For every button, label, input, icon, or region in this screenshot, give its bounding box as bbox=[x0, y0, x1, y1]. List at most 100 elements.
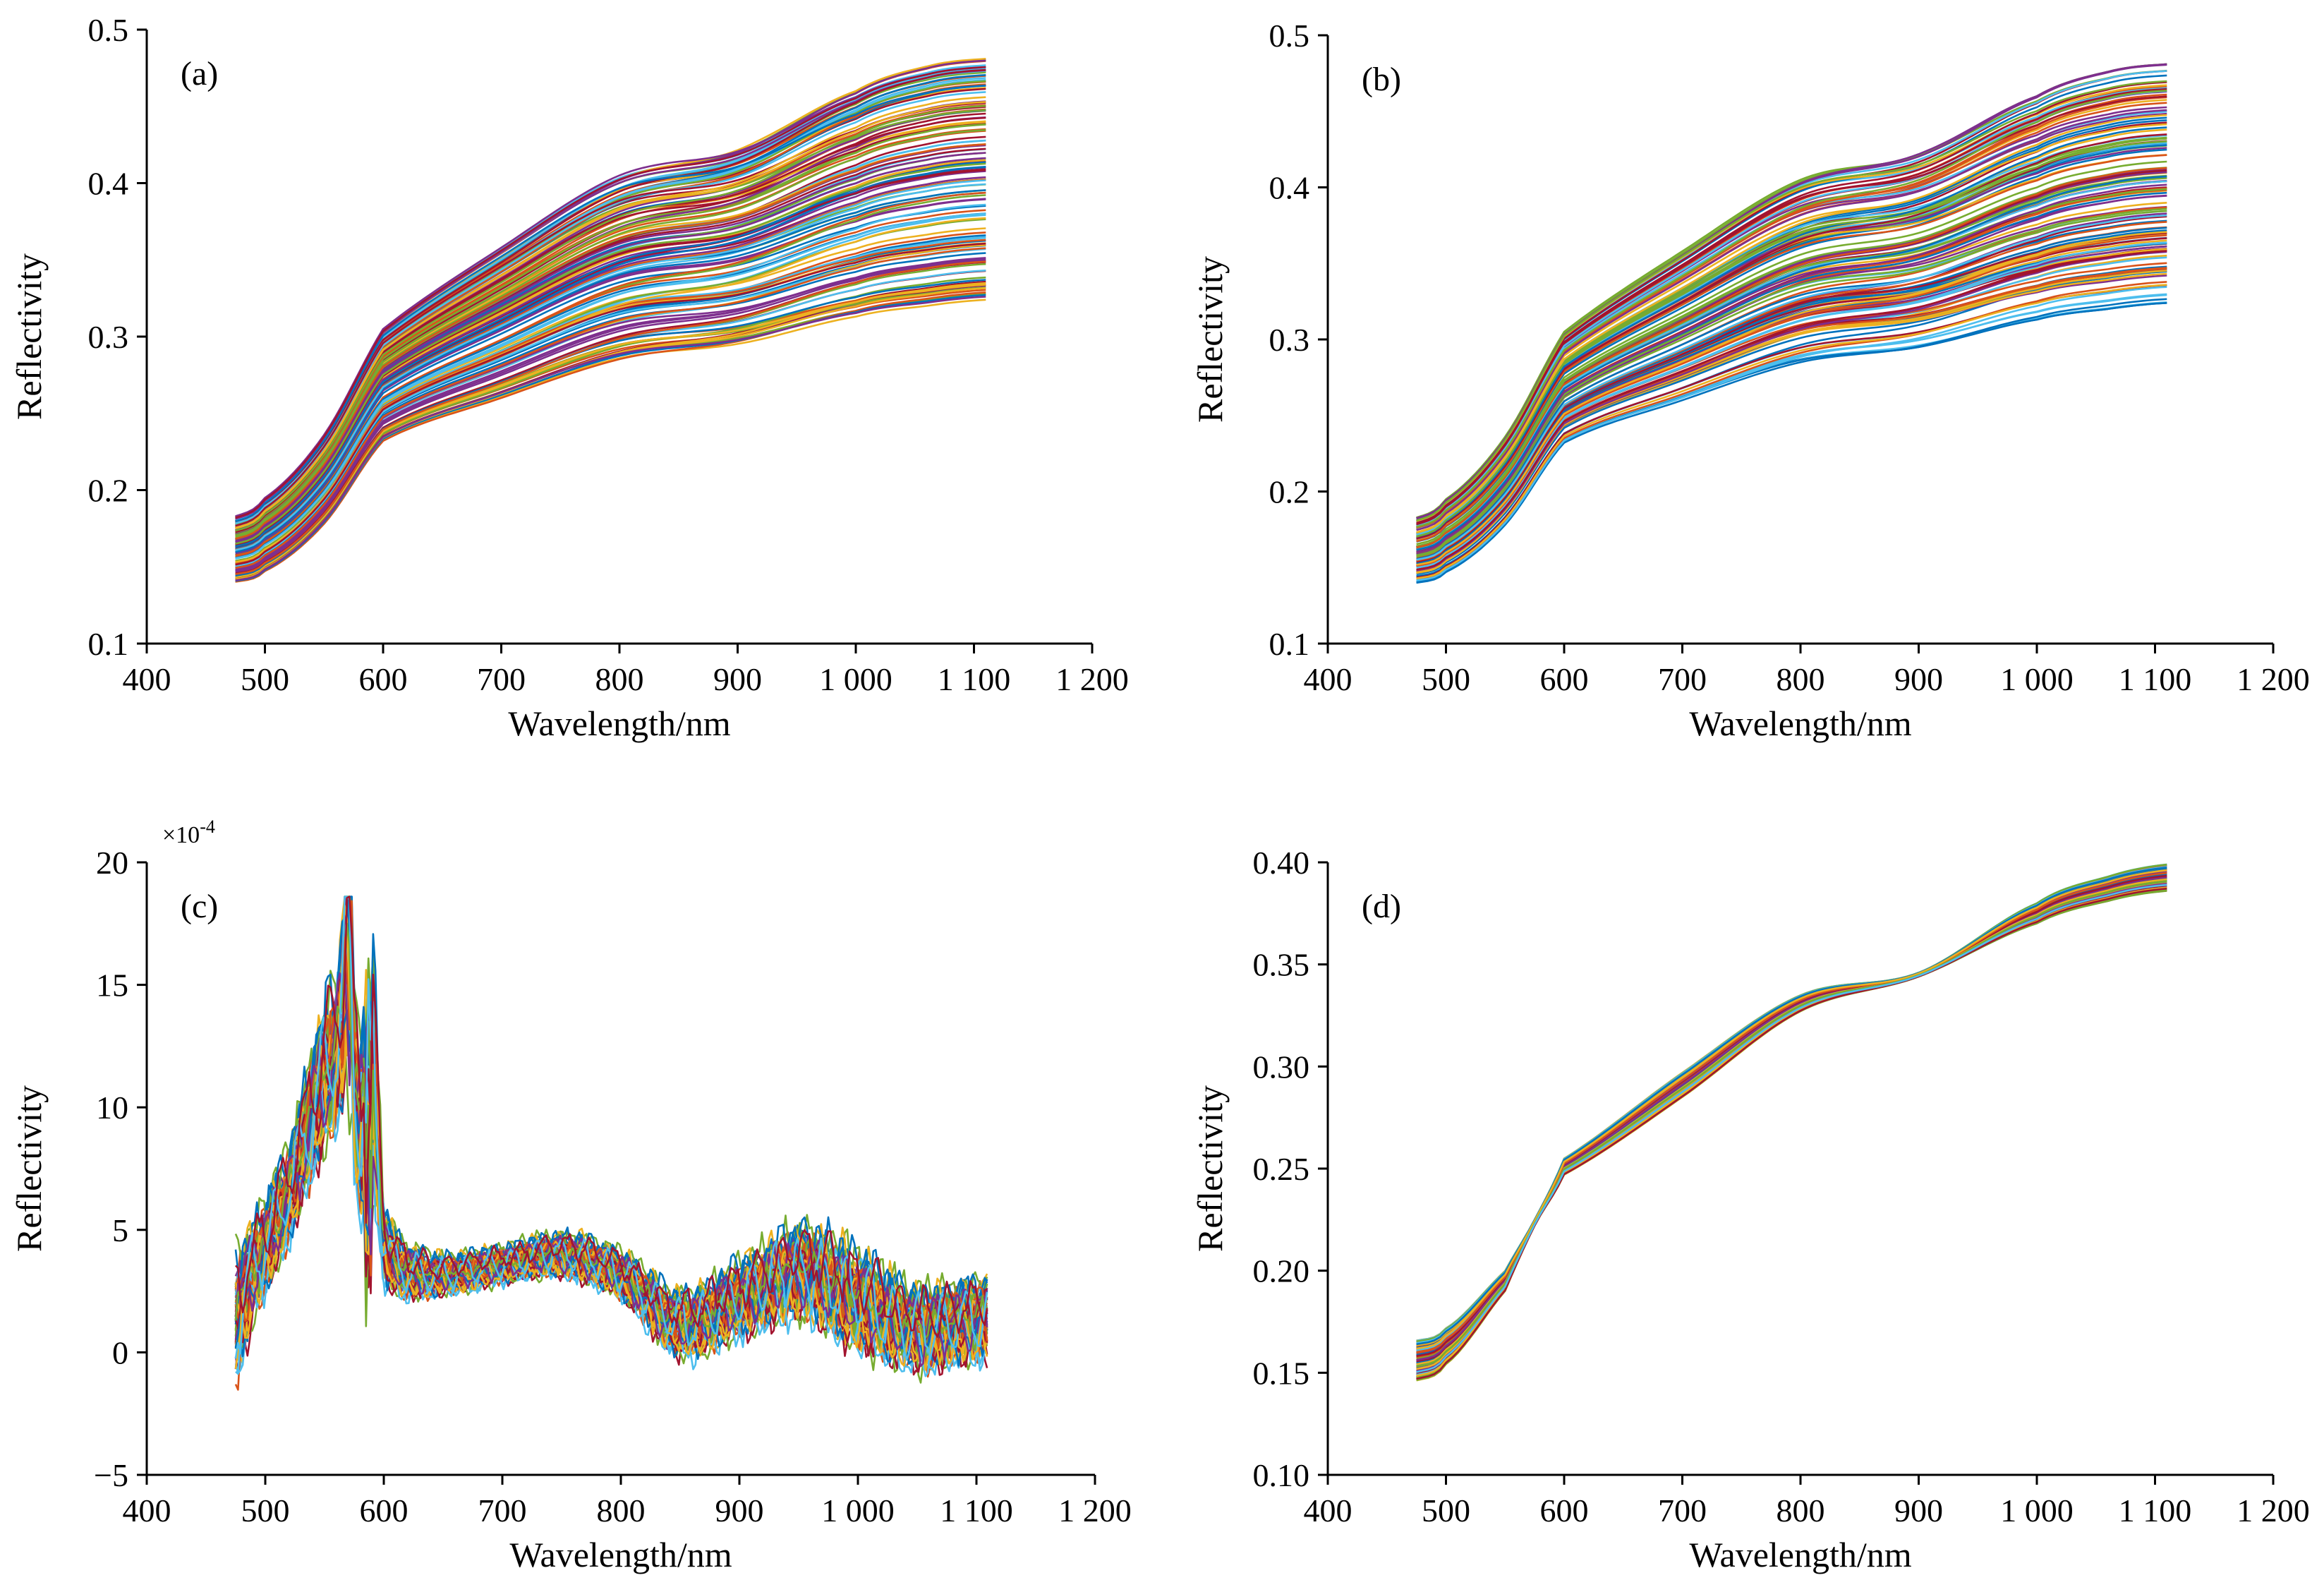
spectrum-curve bbox=[1416, 888, 2167, 1382]
x-tick-label: 1 100 bbox=[2119, 1492, 2192, 1528]
panel-label: (b) bbox=[1362, 61, 1401, 98]
spectrum-curve bbox=[235, 291, 986, 583]
x-tick-label: 600 bbox=[1540, 661, 1589, 697]
y-tick-label: 0.5 bbox=[88, 12, 129, 48]
spectrum-curve bbox=[1416, 871, 2167, 1354]
spectrum-curve bbox=[1416, 875, 2167, 1361]
spectrum-curve bbox=[1416, 871, 2167, 1354]
x-tick-label: 1 000 bbox=[821, 1492, 895, 1528]
spectrum-curve bbox=[1416, 879, 2167, 1365]
spectrum-curve bbox=[235, 258, 986, 572]
spectrum-curve bbox=[1416, 884, 2167, 1373]
spectrum-curve bbox=[1416, 126, 2167, 538]
y-tick-label: 0.20 bbox=[1253, 1253, 1310, 1289]
spectrum-curve bbox=[1416, 889, 2167, 1381]
y-tick-label: 0.10 bbox=[1253, 1457, 1310, 1493]
spectrum-curve bbox=[1416, 270, 2167, 575]
spectrum-curve bbox=[1416, 885, 2167, 1375]
spectrum-curve bbox=[1416, 868, 2167, 1348]
panel-d: 400 500 600 700 800 900 1 000 1 100 1 200 0.10 0.1… bbox=[1190, 845, 2310, 1574]
spectrum-curve bbox=[1416, 886, 2167, 1376]
x-axis-title: Wavelength/nm bbox=[1689, 704, 1911, 743]
spectrum-curve bbox=[1416, 175, 2167, 551]
spectrum-curve bbox=[234, 896, 988, 1361]
spectrum-curve bbox=[1416, 882, 2167, 1370]
spectrum-curve bbox=[235, 896, 988, 1338]
x-tick-label: 400 bbox=[123, 661, 171, 697]
spectrum-curve bbox=[1416, 109, 2167, 531]
spectrum-curve bbox=[1416, 284, 2167, 579]
spectrum-curve bbox=[1416, 888, 2167, 1380]
x-tick-label: 900 bbox=[1894, 1492, 1943, 1528]
x-tick-label: 700 bbox=[1658, 1492, 1707, 1528]
spectrum-curve bbox=[1416, 140, 2167, 538]
y-tick-label: 0.3 bbox=[88, 319, 129, 355]
spectrum-curve bbox=[1416, 874, 2167, 1358]
spectrum-curve bbox=[1416, 882, 2167, 1372]
spectrum-curve bbox=[1416, 877, 2167, 1362]
spectrum-curve bbox=[1416, 886, 2167, 1376]
x-tick-label: 800 bbox=[597, 1492, 646, 1528]
x-tick-label: 500 bbox=[1422, 661, 1470, 697]
axis-multiplier: ×10-4 bbox=[162, 816, 215, 848]
spectrum-curve bbox=[1416, 879, 2167, 1367]
spectrum-curve bbox=[1416, 882, 2167, 1370]
x-tick-label: 700 bbox=[1658, 661, 1707, 697]
spectrum-curve bbox=[1416, 207, 2167, 557]
y-tick-label: −5 bbox=[94, 1457, 128, 1493]
spectrum-curve bbox=[1416, 875, 2167, 1358]
spectrum-curve bbox=[1416, 879, 2167, 1365]
x-tick-label: 900 bbox=[715, 1492, 764, 1528]
spectrum-curve bbox=[1416, 887, 2167, 1377]
y-axis-title: Reflectivity bbox=[1190, 1085, 1230, 1252]
x-tick-label: 800 bbox=[595, 661, 644, 697]
x-tick-label: 700 bbox=[477, 661, 526, 697]
spectrum-curve bbox=[1416, 869, 2167, 1350]
spectrum-curve bbox=[1416, 878, 2167, 1365]
y-tick-label: 0.4 bbox=[88, 166, 129, 202]
spectrum-curve bbox=[1416, 880, 2167, 1368]
spectrum-curve bbox=[235, 191, 986, 557]
spectrum-curve bbox=[1416, 871, 2167, 1351]
spectrum-curve bbox=[1416, 90, 2167, 528]
spectrum-curve bbox=[1416, 863, 2167, 1342]
spectrum-curve bbox=[1416, 881, 2167, 1370]
x-tick-label: 600 bbox=[1540, 1492, 1589, 1528]
spectrum-curve bbox=[1416, 80, 2167, 521]
spectrum-curve bbox=[235, 179, 986, 551]
spectrum-curve bbox=[1416, 873, 2167, 1357]
series-group bbox=[1416, 63, 2167, 584]
y-tick-label: 0.25 bbox=[1253, 1151, 1310, 1187]
spectrum-curve bbox=[1416, 864, 2167, 1344]
y-tick-label: 0.30 bbox=[1253, 1049, 1310, 1085]
spectrum-curve bbox=[235, 203, 986, 560]
spectrum-curve bbox=[1416, 867, 2167, 1346]
x-tick-label: 800 bbox=[1777, 1492, 1825, 1528]
spectrum-curve bbox=[235, 68, 986, 523]
panel-label: (d) bbox=[1362, 888, 1401, 925]
spectrum-curve bbox=[235, 66, 986, 519]
spectrum-curve bbox=[1416, 869, 2167, 1351]
spectrum-curve bbox=[1416, 889, 2167, 1380]
spectrum-curve bbox=[1416, 210, 2167, 557]
x-tick-label: 400 bbox=[1304, 1492, 1352, 1528]
spectrum-curve bbox=[1416, 875, 2167, 1358]
x-tick-label: 1 200 bbox=[2237, 661, 2310, 697]
spectrum-curve bbox=[1416, 160, 2167, 545]
spectrum-curve bbox=[1416, 887, 2167, 1380]
spectrum-curve bbox=[1416, 866, 2167, 1344]
spectrum-curve bbox=[1416, 887, 2167, 1378]
spectrum-curve bbox=[1416, 887, 2167, 1379]
y-tick-label: 20 bbox=[96, 845, 128, 881]
panel-label: (c) bbox=[181, 888, 218, 925]
x-tick-label: 500 bbox=[1422, 1492, 1470, 1528]
spectrum-curve bbox=[1416, 866, 2167, 1344]
x-tick-label: 400 bbox=[1304, 661, 1352, 697]
spectrum-curve bbox=[1416, 884, 2167, 1373]
panel-c: 400 500 600 700 800 900 1 000 1 100 1 200 −5 0 5 10 1… bbox=[9, 816, 1132, 1574]
spectrum-curve bbox=[235, 84, 986, 523]
y-tick-label: 5 bbox=[112, 1212, 128, 1248]
spectrum-curve bbox=[235, 143, 986, 540]
spectrum-curve bbox=[1416, 883, 2167, 1373]
